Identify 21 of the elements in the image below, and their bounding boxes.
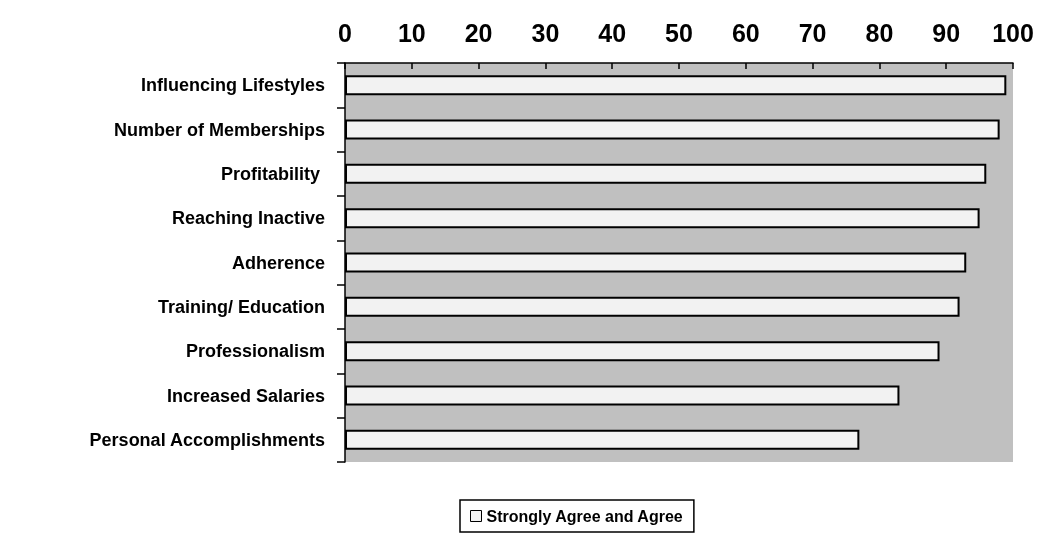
y-tick-label: Increased Salaries	[166, 385, 325, 406]
legend-label: Strongly Agree and Agree	[486, 507, 683, 525]
y-tick-label: Profitability	[220, 163, 325, 184]
x-tick-label: 30	[531, 18, 560, 47]
y-tick-label: Reaching Inactive	[171, 208, 325, 229]
y-tick-label: Number of Memberships	[113, 119, 325, 140]
y-tick-label: Adherence	[231, 252, 325, 273]
y-tick-label: Influencing Lifestyles	[140, 75, 325, 96]
x-tick-label: 0	[338, 18, 352, 47]
x-tick-label: 50	[665, 18, 693, 47]
x-tick-label: 90	[932, 18, 961, 47]
x-tick-label: 20	[464, 18, 493, 47]
x-tick-label: 60	[731, 18, 760, 47]
y-tick-label: Training/ Education	[157, 296, 325, 317]
y-tick-label: Professionalism	[185, 341, 325, 362]
x-tick-label: 40	[598, 18, 627, 47]
y-tick-label: Personal Accomplishments	[89, 429, 325, 450]
x-tick-label: 70	[798, 18, 827, 47]
x-tick-label: 10	[397, 18, 426, 47]
x-tick-label: 80	[865, 18, 894, 47]
x-tick-label: 100	[992, 18, 1034, 47]
